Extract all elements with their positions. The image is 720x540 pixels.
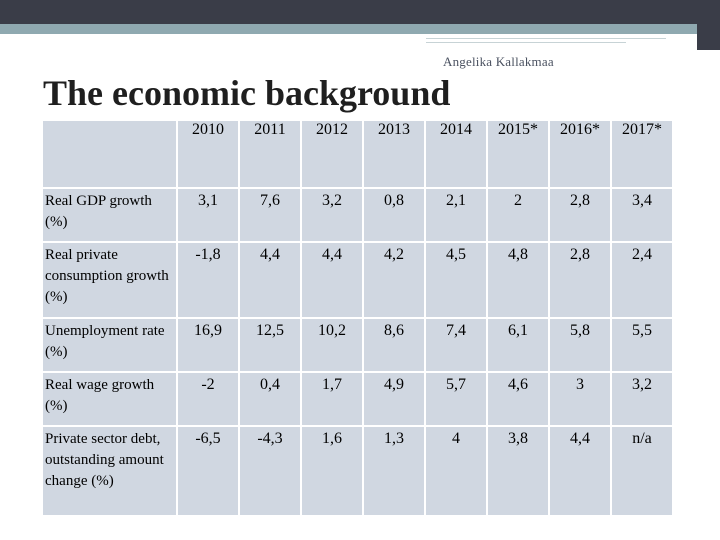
table-cell: -4,3 xyxy=(240,427,300,515)
author-name: Angelika Kallakmaa xyxy=(443,54,554,69)
table-row: Real GDP growth (%) 3,1 7,6 3,2 0,8 2,1 … xyxy=(43,189,672,241)
table-cell: 4,4 xyxy=(240,243,300,317)
table-cell: 4 xyxy=(426,427,486,515)
year-header: 2012 xyxy=(302,121,362,187)
table-cell: 7,4 xyxy=(426,319,486,371)
table-cell: 7,6 xyxy=(240,189,300,241)
table-cell: -2 xyxy=(178,373,238,425)
table-cell: 4,6 xyxy=(488,373,548,425)
table-cell: 5,5 xyxy=(612,319,672,371)
year-header: 2010 xyxy=(178,121,238,187)
table-cell: 4,5 xyxy=(426,243,486,317)
row-label: Unemployment rate (%) xyxy=(43,319,176,371)
table-cell: 4,4 xyxy=(302,243,362,317)
table-cell: 5,7 xyxy=(426,373,486,425)
year-header: 2016* xyxy=(550,121,610,187)
table-cell: 3,8 xyxy=(488,427,548,515)
table-cell: 4,2 xyxy=(364,243,424,317)
table-cell: 3 xyxy=(550,373,610,425)
year-header: 2013 xyxy=(364,121,424,187)
decor-lines xyxy=(426,36,666,46)
row-label: Real wage growth (%) xyxy=(43,373,176,425)
table-cell: n/a xyxy=(612,427,672,515)
table-header-row: 2010 2011 2012 2013 2014 2015* 2016* 201… xyxy=(43,121,672,187)
table-cell: 0,8 xyxy=(364,189,424,241)
row-label: Private sector debt, outstanding amount … xyxy=(43,427,176,515)
table-cell: 2,8 xyxy=(550,243,610,317)
table-cell: 2,8 xyxy=(550,189,610,241)
year-header: 2015* xyxy=(488,121,548,187)
year-header: 2014 xyxy=(426,121,486,187)
row-label: Real GDP growth (%) xyxy=(43,189,176,241)
table-cell: 4,9 xyxy=(364,373,424,425)
table-cell: 1,7 xyxy=(302,373,362,425)
economic-indicators-table: 2010 2011 2012 2013 2014 2015* 2016* 201… xyxy=(41,119,674,517)
table-cell: 12,5 xyxy=(240,319,300,371)
table-cell: 2,4 xyxy=(612,243,672,317)
row-label: Real private consumption growth (%) xyxy=(43,243,176,317)
table-cell: 2,1 xyxy=(426,189,486,241)
table-cell: 16,9 xyxy=(178,319,238,371)
table-cell: 5,8 xyxy=(550,319,610,371)
slide-title: The economic background xyxy=(43,73,451,113)
table-row: Real private consumption growth (%) -1,8… xyxy=(43,243,672,317)
table-row: Unemployment rate (%) 16,9 12,5 10,2 8,6… xyxy=(43,319,672,371)
table-cell: 3,2 xyxy=(612,373,672,425)
table-cell: 2 xyxy=(488,189,548,241)
header-corner-cell xyxy=(43,121,176,187)
table-cell: 6,1 xyxy=(488,319,548,371)
table-cell: 4,4 xyxy=(550,427,610,515)
table-cell: 1,3 xyxy=(364,427,424,515)
table-cell: 0,4 xyxy=(240,373,300,425)
table-cell: -6,5 xyxy=(178,427,238,515)
table-cell: 3,2 xyxy=(302,189,362,241)
table-cell: 3,4 xyxy=(612,189,672,241)
top-right-decor xyxy=(697,0,720,50)
table-cell: 10,2 xyxy=(302,319,362,371)
table-cell: 4,8 xyxy=(488,243,548,317)
table-cell: 3,1 xyxy=(178,189,238,241)
table-row: Private sector debt, outstanding amount … xyxy=(43,427,672,515)
table-cell: 8,6 xyxy=(364,319,424,371)
table-cell: -1,8 xyxy=(178,243,238,317)
year-header: 2011 xyxy=(240,121,300,187)
year-header: 2017* xyxy=(612,121,672,187)
top-accent-band xyxy=(0,24,720,34)
table-cell: 1,6 xyxy=(302,427,362,515)
top-decor-bar xyxy=(0,0,720,24)
table-row: Real wage growth (%) -2 0,4 1,7 4,9 5,7 … xyxy=(43,373,672,425)
